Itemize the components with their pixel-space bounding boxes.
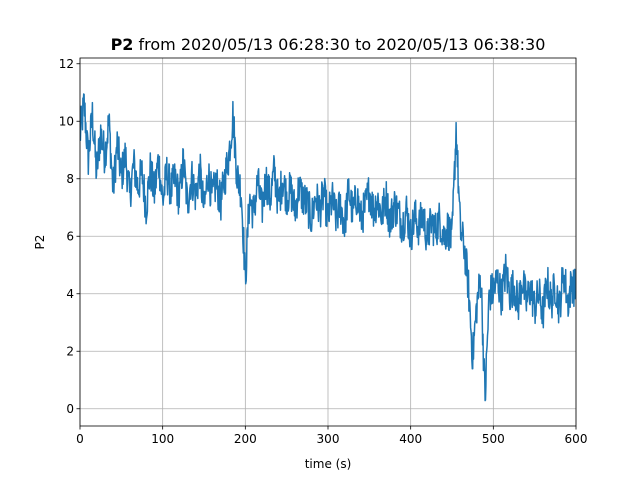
y-tick-label: 12 (59, 57, 74, 71)
series-line (80, 93, 576, 402)
x-tick-label: 200 (234, 432, 257, 446)
x-tick-label: 300 (317, 432, 340, 446)
y-axis-label: P2 (33, 235, 47, 250)
y-tick-label: 6 (66, 229, 74, 243)
plot-area (80, 93, 576, 402)
y-tick-label: 10 (59, 114, 74, 128)
y-tick-label: 0 (66, 402, 74, 416)
x-tick-label: 400 (399, 432, 422, 446)
x-tick-label: 500 (482, 432, 505, 446)
y-tick-label: 2 (66, 344, 74, 358)
x-tick-label: 0 (76, 432, 84, 446)
y-tick-label: 4 (66, 287, 74, 301)
x-tick-label: 600 (565, 432, 588, 446)
x-axis-label: time (s) (305, 457, 352, 471)
chart-title-bold: P2 (111, 35, 134, 54)
ticks: 0 100 200 300 400 500 600 0 2 4 6 8 10 12 (59, 57, 588, 446)
x-tick-label: 100 (151, 432, 174, 446)
chart-title-rest: from 2020/05/13 06:28:30 to 2020/05/13 0… (133, 35, 545, 54)
y-tick-label: 8 (66, 172, 74, 186)
chart-title: P2 from 2020/05/13 06:28:30 to 2020/05/1… (111, 35, 546, 54)
